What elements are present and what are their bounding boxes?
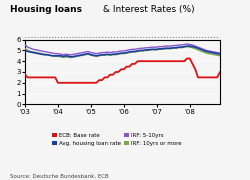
Text: Source: Deutsche Bundesbank, ECB: Source: Deutsche Bundesbank, ECB <box>10 174 108 179</box>
Text: Housing loans: Housing loans <box>10 5 82 14</box>
Legend: ECB: Base rate, Avg. housing loan rate, IRF: 5-10yrs, IRF: 10yrs or more: ECB: Base rate, Avg. housing loan rate, … <box>50 131 184 148</box>
Text: & Interest Rates (%): & Interest Rates (%) <box>100 5 194 14</box>
